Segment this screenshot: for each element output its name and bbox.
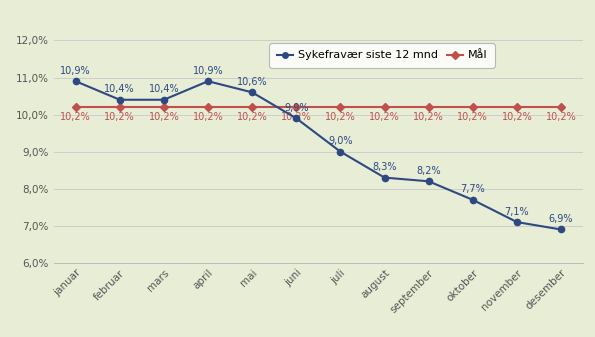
Text: 10,2%: 10,2% xyxy=(414,112,444,122)
Text: 10,4%: 10,4% xyxy=(149,84,179,94)
Text: 10,2%: 10,2% xyxy=(546,112,577,122)
Text: 10,2%: 10,2% xyxy=(60,112,91,122)
Text: 7,1%: 7,1% xyxy=(505,207,529,217)
Text: 10,4%: 10,4% xyxy=(105,84,135,94)
Text: 10,2%: 10,2% xyxy=(458,112,488,122)
Text: 10,9%: 10,9% xyxy=(60,66,91,75)
Text: 10,2%: 10,2% xyxy=(502,112,533,122)
Text: 8,3%: 8,3% xyxy=(372,162,397,172)
Text: 10,2%: 10,2% xyxy=(325,112,356,122)
Text: 10,9%: 10,9% xyxy=(193,66,223,75)
Text: 6,9%: 6,9% xyxy=(549,214,574,224)
Text: 7,7%: 7,7% xyxy=(461,184,485,194)
Text: 10,2%: 10,2% xyxy=(149,112,179,122)
Text: 10,6%: 10,6% xyxy=(237,77,267,87)
Legend: Sykefravær siste 12 mnd, Mål: Sykefravær siste 12 mnd, Mål xyxy=(272,46,491,65)
Text: 10,2%: 10,2% xyxy=(369,112,400,122)
Text: 10,2%: 10,2% xyxy=(104,112,135,122)
Text: 10,2%: 10,2% xyxy=(237,112,268,122)
Text: 8,2%: 8,2% xyxy=(416,166,441,176)
Text: 9,9%: 9,9% xyxy=(284,103,309,113)
Text: 9,0%: 9,0% xyxy=(328,136,353,146)
Text: 10,2%: 10,2% xyxy=(281,112,312,122)
Text: 10,2%: 10,2% xyxy=(193,112,223,122)
